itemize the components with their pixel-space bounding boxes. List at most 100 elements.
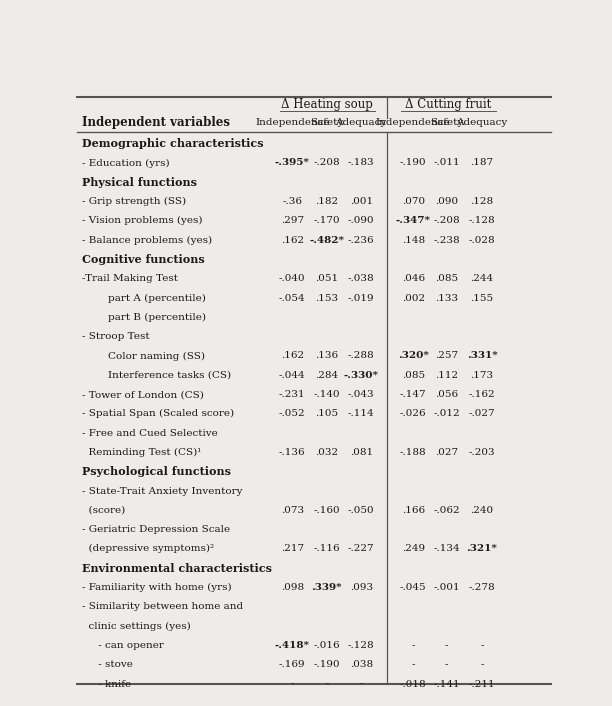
Text: .027: .027 [435,448,458,457]
Text: - Balance problems (yes): - Balance problems (yes) [82,236,212,245]
Text: .098: .098 [281,583,304,592]
Text: .155: .155 [471,294,494,303]
Text: -.050: -.050 [348,505,375,515]
Text: .321*: .321* [466,544,498,554]
Text: .153: .153 [315,294,338,303]
Text: -.238: -.238 [433,236,460,245]
Text: -.395*: -.395* [275,158,310,167]
Text: -.203: -.203 [469,448,495,457]
Text: Safety: Safety [310,119,343,127]
Text: -.147: -.147 [400,390,427,399]
Text: Cognitive functions: Cognitive functions [82,254,205,265]
Text: .085: .085 [401,371,425,380]
Text: -.012: -.012 [433,409,460,419]
Text: Independence: Independence [255,119,330,127]
Text: Physical functions: Physical functions [82,176,197,188]
Text: .105: .105 [315,409,338,419]
Text: Independent variables: Independent variables [82,116,230,129]
Text: -.052: -.052 [279,409,305,419]
Text: clinic settings (yes): clinic settings (yes) [82,621,191,630]
Text: -.169: -.169 [279,660,305,669]
Text: -.019: -.019 [348,294,375,303]
Text: -.330*: -.330* [343,371,379,380]
Text: .051: .051 [315,274,338,283]
Text: Demographic characteristics: Demographic characteristics [82,138,264,149]
Text: - Familiarity with home (yrs): - Familiarity with home (yrs) [82,583,232,592]
Text: .148: .148 [401,236,425,245]
Text: .162: .162 [281,352,304,361]
Text: .001: .001 [349,197,373,206]
Text: .085: .085 [435,274,458,283]
Text: -.231: -.231 [279,390,305,399]
Text: - Grip strength (SS): - Grip strength (SS) [82,197,186,206]
Text: -.170: -.170 [313,216,340,225]
Text: - can opener: - can opener [82,641,164,650]
Text: -.134: -.134 [433,544,460,554]
Text: -.027: -.027 [469,409,495,419]
Text: .297: .297 [281,216,304,225]
Text: -: - [480,641,483,650]
Text: Color naming (SS): Color naming (SS) [82,352,205,361]
Text: -.038: -.038 [348,274,375,283]
Text: .173: .173 [471,371,494,380]
Text: .073: .073 [281,505,304,515]
Text: -.188: -.188 [400,448,427,457]
Text: -.090: -.090 [348,216,375,225]
Text: -.211: -.211 [469,679,495,688]
Text: Interference tasks (CS): Interference tasks (CS) [82,371,231,380]
Text: -.208: -.208 [433,216,460,225]
Text: .112: .112 [435,371,458,380]
Text: -.183: -.183 [348,158,375,167]
Text: .056: .056 [435,390,458,399]
Text: - Geriatric Depression Scale: - Geriatric Depression Scale [82,525,230,534]
Text: -.054: -.054 [279,294,305,303]
Text: -.040: -.040 [279,274,305,283]
Text: .166: .166 [401,505,425,515]
Text: - State-Trait Anxiety Inventory: - State-Trait Anxiety Inventory [82,486,243,496]
Text: -Trail Making Test: -Trail Making Test [82,274,178,283]
Text: -.141: -.141 [433,679,460,688]
Text: Environmental characteristics: Environmental characteristics [82,563,272,574]
Text: .257: .257 [435,352,458,361]
Text: -: - [325,679,329,688]
Text: - Vision problems (yes): - Vision problems (yes) [82,216,203,225]
Text: - Free and Cued Selective: - Free and Cued Selective [82,429,218,438]
Text: -: - [445,641,448,650]
Text: - Stroop Test: - Stroop Test [82,332,150,341]
Text: part B (percentile): part B (percentile) [82,313,206,322]
Text: .182: .182 [315,197,338,206]
Text: -.418*: -.418* [275,641,310,650]
Text: .244: .244 [471,274,494,283]
Text: -.114: -.114 [348,409,375,419]
Text: part A (percentile): part A (percentile) [82,294,206,303]
Text: .249: .249 [401,544,425,554]
Text: Independence: Independence [376,119,450,127]
Text: -.043: -.043 [348,390,375,399]
Text: Safety: Safety [430,119,463,127]
Text: -.116: -.116 [313,544,340,554]
Text: .339*: .339* [312,583,342,592]
Text: -: - [411,641,415,650]
Text: .070: .070 [401,197,425,206]
Text: -.018: -.018 [400,679,427,688]
Text: -.288: -.288 [348,352,375,361]
Text: .320*: .320* [398,352,428,361]
Text: .162: .162 [281,236,304,245]
Text: Adequacy: Adequacy [457,119,507,127]
Text: (score): (score) [82,505,125,515]
Text: -.026: -.026 [400,409,427,419]
Text: -.062: -.062 [433,505,460,515]
Text: - Education (yrs): - Education (yrs) [82,158,170,167]
Text: -.36: -.36 [282,197,302,206]
Text: .187: .187 [471,158,494,167]
Text: -.162: -.162 [469,390,495,399]
Text: .046: .046 [401,274,425,283]
Text: .081: .081 [349,448,373,457]
Text: .133: .133 [435,294,458,303]
Text: -.190: -.190 [313,660,340,669]
Text: Reminding Test (CS)¹: Reminding Test (CS)¹ [82,448,201,457]
Text: -.208: -.208 [313,158,340,167]
Text: -.227: -.227 [348,544,375,554]
Text: .090: .090 [435,197,458,206]
Text: Δ Heating soup: Δ Heating soup [281,98,373,112]
